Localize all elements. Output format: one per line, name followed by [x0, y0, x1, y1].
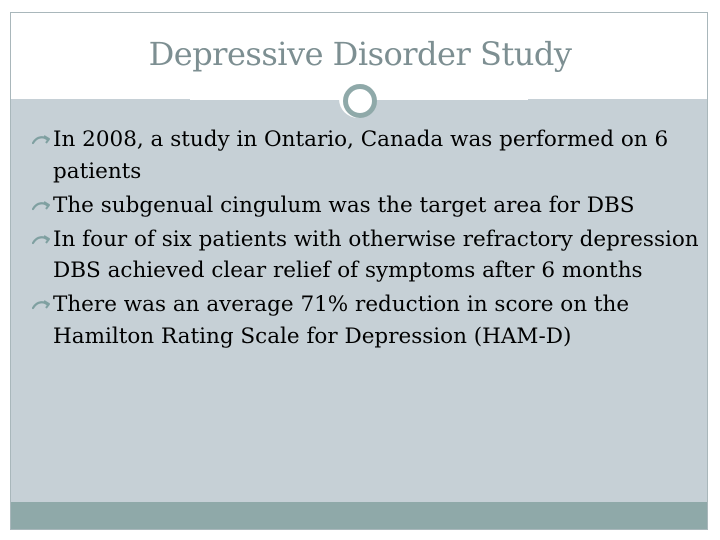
content-area	[11, 99, 707, 502]
bullet-item: The subgenual cingulum was the target ar…	[32, 190, 702, 222]
bullet-text: In four of six patients with otherwise r…	[53, 226, 699, 284]
bullet-list: In 2008, a study in Ontario, Canada was …	[32, 124, 702, 355]
curved-arrow-bullet-icon	[32, 234, 50, 244]
curved-arrow-bullet-icon	[32, 135, 50, 145]
bullet-item: In four of six patients with otherwise r…	[32, 224, 702, 287]
slide-title: Depressive Disorder Study	[148, 35, 572, 73]
footer-bar	[11, 502, 707, 529]
bullet-text: The subgenual cingulum was the target ar…	[53, 192, 635, 218]
bullet-text: There was an average 71% reduction in sc…	[53, 292, 630, 349]
bullet-item: There was an average 71% reduction in sc…	[32, 289, 702, 352]
bullet-item: In 2008, a study in Ontario, Canada was …	[32, 124, 702, 187]
circle-ring-icon	[343, 84, 377, 118]
curved-arrow-bullet-icon	[32, 300, 50, 310]
curved-arrow-bullet-icon	[32, 200, 50, 210]
bullet-text: In 2008, a study in Ontario, Canada was …	[53, 127, 669, 184]
